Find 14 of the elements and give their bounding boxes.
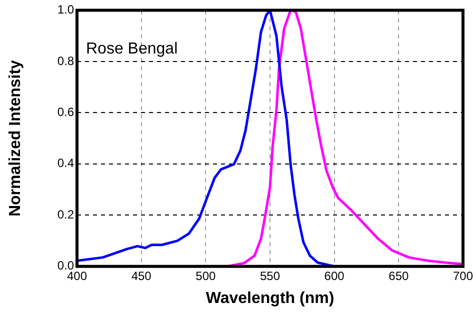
y-tick-label: 1.0 [57,2,74,17]
y-tick-label: 0.6 [57,104,74,119]
y-tick-label: 0.2 [57,207,74,222]
y-tick-label: 0.8 [57,54,74,68]
y-axis-title: Normalized Intensity [7,60,24,217]
x-tick-label: 600 [324,268,345,283]
y-tick-label: 0.4 [57,156,74,170]
x-axis-title: Wavelength (nm) [206,290,334,307]
annotation: Rose Bengal [86,40,178,58]
x-tick-label: 500 [196,268,216,283]
x-tick-label: 650 [388,268,409,283]
x-tick-label: 450 [131,268,152,283]
x-tick-label: 550 [260,268,280,283]
x-tick-label: 700 [452,268,474,283]
